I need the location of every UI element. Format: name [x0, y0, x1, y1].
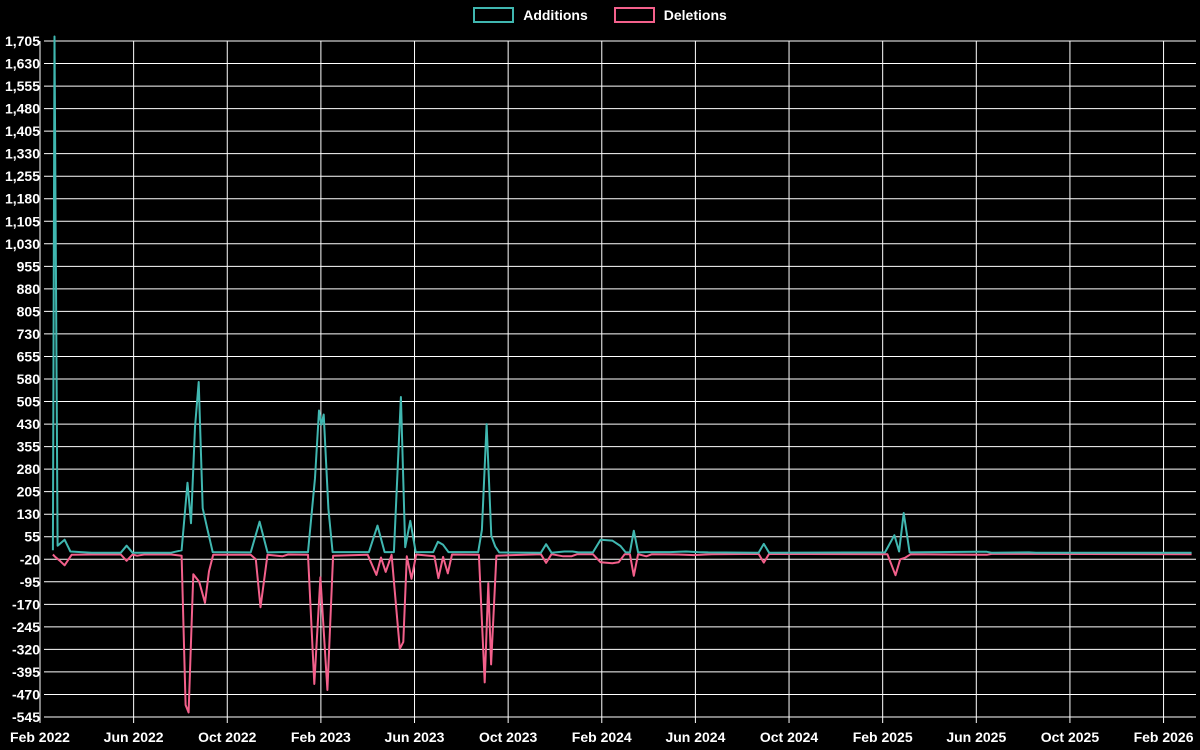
- x-tick-label: Jun 2023: [385, 729, 445, 745]
- x-tick-label: Oct 2025: [1041, 729, 1100, 745]
- y-tick-label: 355: [17, 439, 41, 455]
- y-tick-label: -170: [12, 596, 40, 612]
- legend-item-deletions[interactable]: Deletions: [613, 7, 727, 23]
- x-tick-label: Jun 2024: [665, 729, 725, 745]
- y-tick-label: -95: [20, 574, 40, 590]
- y-tick-label: -470: [12, 686, 40, 702]
- y-tick-label: -320: [12, 641, 40, 657]
- y-tick-label: -395: [12, 664, 40, 680]
- y-tick-label: 1,705: [5, 33, 40, 49]
- y-tick-label: 130: [17, 506, 41, 522]
- y-tick-label: 55: [24, 529, 40, 545]
- y-tick-label: 205: [17, 484, 41, 500]
- y-tick-label: 505: [17, 394, 41, 410]
- y-tick-label: 1,405: [5, 123, 40, 139]
- x-tick-label: Feb 2022: [10, 729, 70, 745]
- x-tick-label: Feb 2025: [853, 729, 913, 745]
- y-tick-label: 955: [17, 258, 41, 274]
- y-tick-label: 430: [17, 416, 41, 432]
- y-tick-label: 1,330: [5, 146, 40, 162]
- y-tick-label: 1,030: [5, 236, 40, 252]
- series-line-additions: [51, 35, 1192, 554]
- y-tick-label: 1,630: [5, 56, 40, 72]
- x-tick-label: Oct 2024: [760, 729, 819, 745]
- y-tick-label: 730: [17, 326, 41, 342]
- y-tick-label: 1,555: [5, 78, 40, 94]
- legend-label-additions: Additions: [523, 7, 588, 23]
- legend-label-deletions: Deletions: [663, 7, 727, 23]
- x-tick-label: Jun 2025: [946, 729, 1006, 745]
- x-tick-label: Feb 2026: [1134, 729, 1194, 745]
- legend-item-additions[interactable]: Additions: [473, 7, 588, 23]
- y-tick-label: -245: [12, 619, 40, 635]
- y-tick-label: 655: [17, 348, 41, 364]
- y-tick-label: 280: [17, 461, 41, 477]
- x-tick-label: Jun 2022: [104, 729, 164, 745]
- y-tick-label: 805: [17, 303, 41, 319]
- chart-legend: Additions Deletions: [0, 7, 1200, 23]
- deletions-swatch-icon: [613, 7, 655, 23]
- y-tick-label: -545: [12, 709, 40, 725]
- y-tick-label: -20: [20, 551, 40, 567]
- y-tick-label: 880: [17, 281, 41, 297]
- series-line-deletions: [52, 552, 1192, 714]
- y-tick-label: 1,180: [5, 191, 40, 207]
- x-tick-label: Oct 2022: [198, 729, 257, 745]
- x-tick-label: Feb 2024: [572, 729, 632, 745]
- y-tick-label: 1,105: [5, 213, 40, 229]
- y-tick-label: 1,255: [5, 168, 40, 184]
- y-tick-label: 580: [17, 371, 41, 387]
- y-tick-label: 1,480: [5, 101, 40, 117]
- x-tick-label: Oct 2023: [479, 729, 538, 745]
- x-tick-label: Feb 2023: [291, 729, 351, 745]
- additions-swatch-icon: [473, 7, 515, 23]
